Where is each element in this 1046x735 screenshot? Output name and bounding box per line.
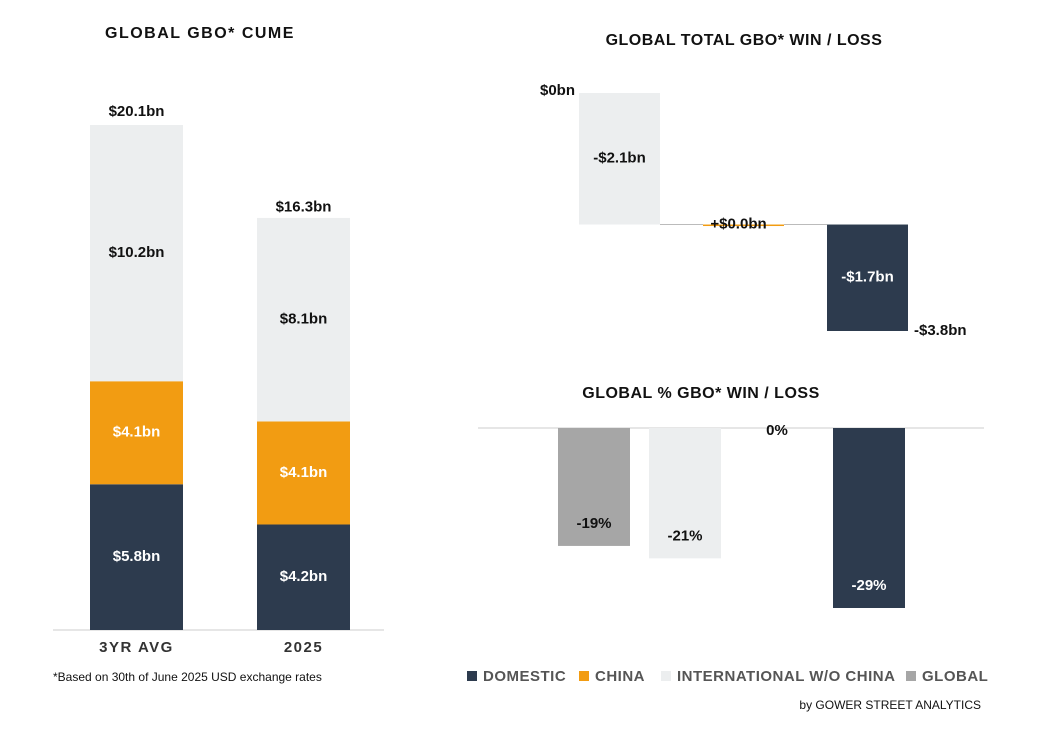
data-label: $4.1bn: [113, 424, 161, 441]
data-label: $4.2bn: [280, 568, 328, 585]
legend-label: DOMESTIC: [483, 668, 566, 685]
bar-segment: [257, 421, 350, 525]
chart-title: GLOBAL GBO* CUME: [105, 25, 295, 42]
bar-segment: [90, 484, 183, 630]
data-label: -29%: [851, 577, 886, 594]
bar-segment: [257, 217, 350, 422]
waterfall-bar: [703, 224, 784, 227]
legend-swatch: [906, 671, 916, 681]
credit: by GOWER STREET ANALYTICS: [799, 698, 981, 712]
chart-title: GLOBAL TOTAL GBO* WIN / LOSS: [606, 32, 883, 49]
bar: [649, 428, 721, 559]
data-label: $8.1bn: [280, 311, 328, 328]
legend-swatch: [579, 671, 589, 681]
start-label: $0bn: [540, 82, 575, 99]
bar-segment: [90, 125, 183, 382]
legend-label: CHINA: [595, 668, 645, 685]
data-label: $10.2bn: [109, 244, 165, 261]
data-label: -$2.1bn: [593, 150, 646, 167]
waterfall-bar: [579, 93, 660, 225]
data-label: -$1.7bn: [841, 269, 894, 286]
bar-segment: [90, 381, 183, 485]
legend-label: GLOBAL: [922, 668, 988, 685]
bar-segment: [257, 524, 350, 630]
legend-swatch: [661, 671, 671, 681]
data-label: $5.8bn: [113, 548, 161, 565]
x-tick-label: 3YR AVG: [99, 639, 174, 656]
footnote: *Based on 30th of June 2025 USD exchange…: [53, 670, 322, 684]
waterfall-bar: [827, 224, 908, 331]
data-label: +$0.0bn: [710, 215, 766, 232]
data-label: -21%: [667, 527, 702, 544]
legend-label: INTERNATIONAL W/O CHINA: [677, 668, 895, 685]
data-label: $4.1bn: [280, 464, 328, 481]
total-label: -$3.8bn: [914, 322, 967, 339]
data-label: -19%: [576, 515, 611, 532]
legend-swatch: [467, 671, 477, 681]
bar: [833, 428, 905, 608]
total-label: $16.3bn: [276, 198, 332, 215]
total-label: $20.1bn: [109, 103, 165, 120]
data-label: 0%: [766, 422, 788, 439]
chart-title: GLOBAL % GBO* WIN / LOSS: [582, 385, 820, 402]
x-tick-label: 2025: [284, 639, 323, 656]
bar: [558, 428, 630, 546]
